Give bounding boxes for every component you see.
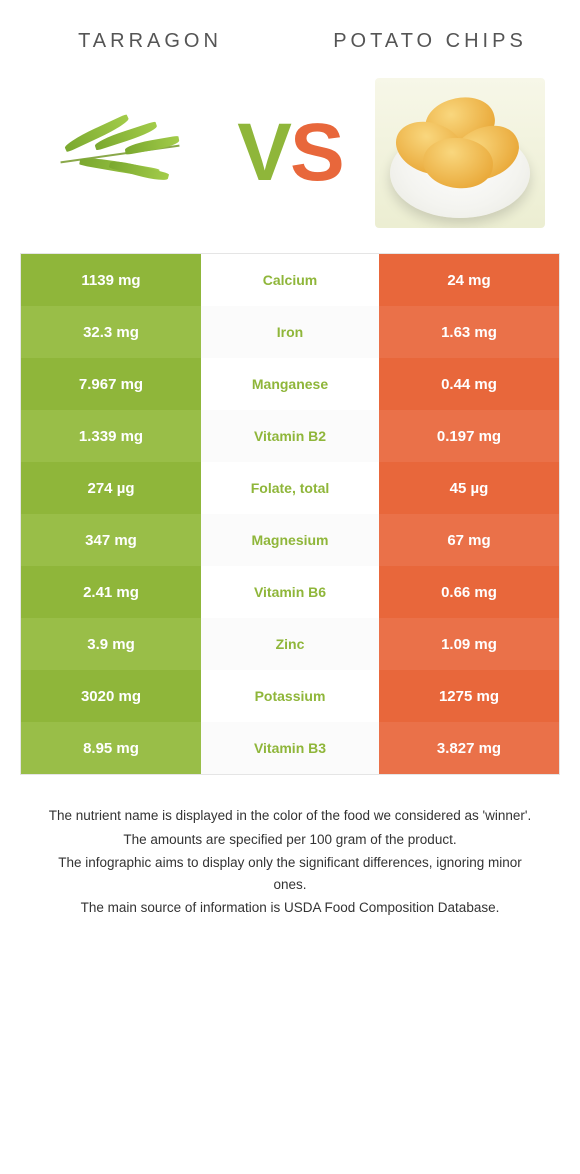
- nutrient-right-value: 1.63 mg: [379, 306, 559, 358]
- nutrient-right-value: 0.44 mg: [379, 358, 559, 410]
- nutrient-row: 274 µgFolate, total45 µg: [21, 462, 559, 514]
- left-food-image: [30, 78, 210, 228]
- nutrient-left-value: 3.9 mg: [21, 618, 201, 670]
- left-food-title: TARRAGON: [40, 30, 260, 53]
- nutrient-comparison-table: 1139 mgCalcium24 mg32.3 mgIron1.63 mg7.9…: [20, 253, 560, 775]
- nutrient-right-value: 0.66 mg: [379, 566, 559, 618]
- footnote-line: The nutrient name is displayed in the co…: [40, 805, 540, 827]
- nutrient-left-value: 7.967 mg: [21, 358, 201, 410]
- nutrient-right-value: 3.827 mg: [379, 722, 559, 774]
- hero-row: VS: [20, 73, 560, 253]
- tarragon-icon: [40, 103, 200, 203]
- nutrient-row: 3020 mgPotassium1275 mg: [21, 670, 559, 722]
- nutrient-row: 2.41 mgVitamin B60.66 mg: [21, 566, 559, 618]
- nutrient-label: Vitamin B3: [201, 722, 379, 774]
- nutrient-left-value: 3020 mg: [21, 670, 201, 722]
- nutrient-row: 32.3 mgIron1.63 mg: [21, 306, 559, 358]
- nutrient-label: Vitamin B6: [201, 566, 379, 618]
- nutrient-right-value: 67 mg: [379, 514, 559, 566]
- nutrient-label: Folate, total: [201, 462, 379, 514]
- nutrient-right-value: 1275 mg: [379, 670, 559, 722]
- nutrient-label: Calcium: [201, 254, 379, 306]
- nutrient-left-value: 8.95 mg: [21, 722, 201, 774]
- nutrient-left-value: 347 mg: [21, 514, 201, 566]
- footnote-line: The main source of information is USDA F…: [40, 897, 540, 919]
- nutrient-row: 8.95 mgVitamin B33.827 mg: [21, 722, 559, 774]
- footnote-line: The amounts are specified per 100 gram o…: [40, 829, 540, 851]
- nutrient-right-value: 0.197 mg: [379, 410, 559, 462]
- nutrient-right-value: 45 µg: [379, 462, 559, 514]
- nutrient-label: Manganese: [201, 358, 379, 410]
- footnote-line: The infographic aims to display only the…: [40, 852, 540, 895]
- nutrient-left-value: 274 µg: [21, 462, 201, 514]
- nutrient-right-value: 24 mg: [379, 254, 559, 306]
- nutrient-row: 3.9 mgZinc1.09 mg: [21, 618, 559, 670]
- footnotes: The nutrient name is displayed in the co…: [20, 805, 560, 919]
- nutrient-row: 1.339 mgVitamin B20.197 mg: [21, 410, 559, 462]
- nutrient-left-value: 1.339 mg: [21, 410, 201, 462]
- potato-chips-icon: [375, 78, 545, 228]
- nutrient-label: Vitamin B2: [201, 410, 379, 462]
- nutrient-row: 1139 mgCalcium24 mg: [21, 254, 559, 306]
- nutrient-label: Potassium: [201, 670, 379, 722]
- vs-v: V: [237, 106, 290, 200]
- nutrient-left-value: 2.41 mg: [21, 566, 201, 618]
- vs-label: VS: [237, 106, 342, 200]
- vs-s: S: [290, 106, 343, 200]
- right-food-title: POTATO CHIPS: [320, 30, 540, 53]
- nutrient-right-value: 1.09 mg: [379, 618, 559, 670]
- nutrient-label: Zinc: [201, 618, 379, 670]
- nutrient-row: 347 mgMagnesium67 mg: [21, 514, 559, 566]
- nutrient-left-value: 1139 mg: [21, 254, 201, 306]
- right-food-image: [370, 78, 550, 228]
- nutrient-row: 7.967 mgManganese0.44 mg: [21, 358, 559, 410]
- header-row: TARRAGON POTATO CHIPS: [20, 20, 560, 73]
- nutrient-label: Magnesium: [201, 514, 379, 566]
- nutrient-left-value: 32.3 mg: [21, 306, 201, 358]
- nutrient-label: Iron: [201, 306, 379, 358]
